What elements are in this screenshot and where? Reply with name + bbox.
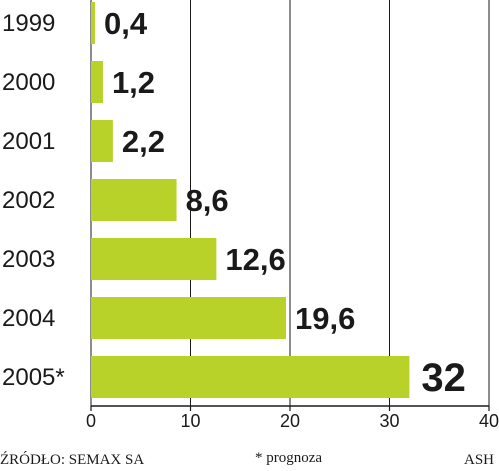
- category-label: 2001: [2, 128, 55, 155]
- value-label: 32: [421, 356, 466, 400]
- bar: [91, 2, 95, 44]
- forecast-note: * prognoza: [255, 450, 322, 466]
- x-tick-label: 40: [479, 411, 499, 431]
- x-tick-labels: 0 10 20 30 40: [86, 411, 499, 431]
- value-labels: 0,4 1,2 2,2 8,6 12,6 19,6 32: [104, 6, 466, 400]
- category-label: 2002: [2, 187, 55, 214]
- x-tick-label: 10: [180, 411, 200, 431]
- category-label: 2000: [2, 69, 55, 96]
- category-label: 1999: [2, 10, 55, 37]
- credit-label: ASH: [464, 452, 494, 468]
- category-label: 2004: [2, 305, 55, 332]
- value-label: 2,2: [122, 124, 165, 159]
- bar: [91, 179, 177, 221]
- value-label: 12,6: [225, 242, 285, 277]
- bar: [91, 238, 217, 280]
- bar: [91, 356, 410, 398]
- category-labels: 1999 2000 2001 2002 2003 2004 2005*: [2, 10, 65, 391]
- category-label: 2005*: [2, 364, 65, 391]
- source-label: ŹRÓDŁO: SEMAX SA: [0, 451, 144, 468]
- bar: [91, 61, 103, 103]
- value-label: 19,6: [295, 301, 355, 336]
- x-tick-label: 20: [280, 411, 300, 431]
- value-label: 1,2: [112, 65, 155, 100]
- value-label: 8,6: [186, 183, 229, 218]
- x-tick-label: 30: [379, 411, 399, 431]
- category-label: 2003: [2, 246, 55, 273]
- bar: [91, 297, 287, 339]
- x-tick-label: 0: [86, 411, 96, 431]
- value-label: 0,4: [104, 6, 148, 41]
- bars-group: [91, 2, 410, 398]
- bar: [91, 120, 113, 162]
- x-axis: [90, 405, 490, 411]
